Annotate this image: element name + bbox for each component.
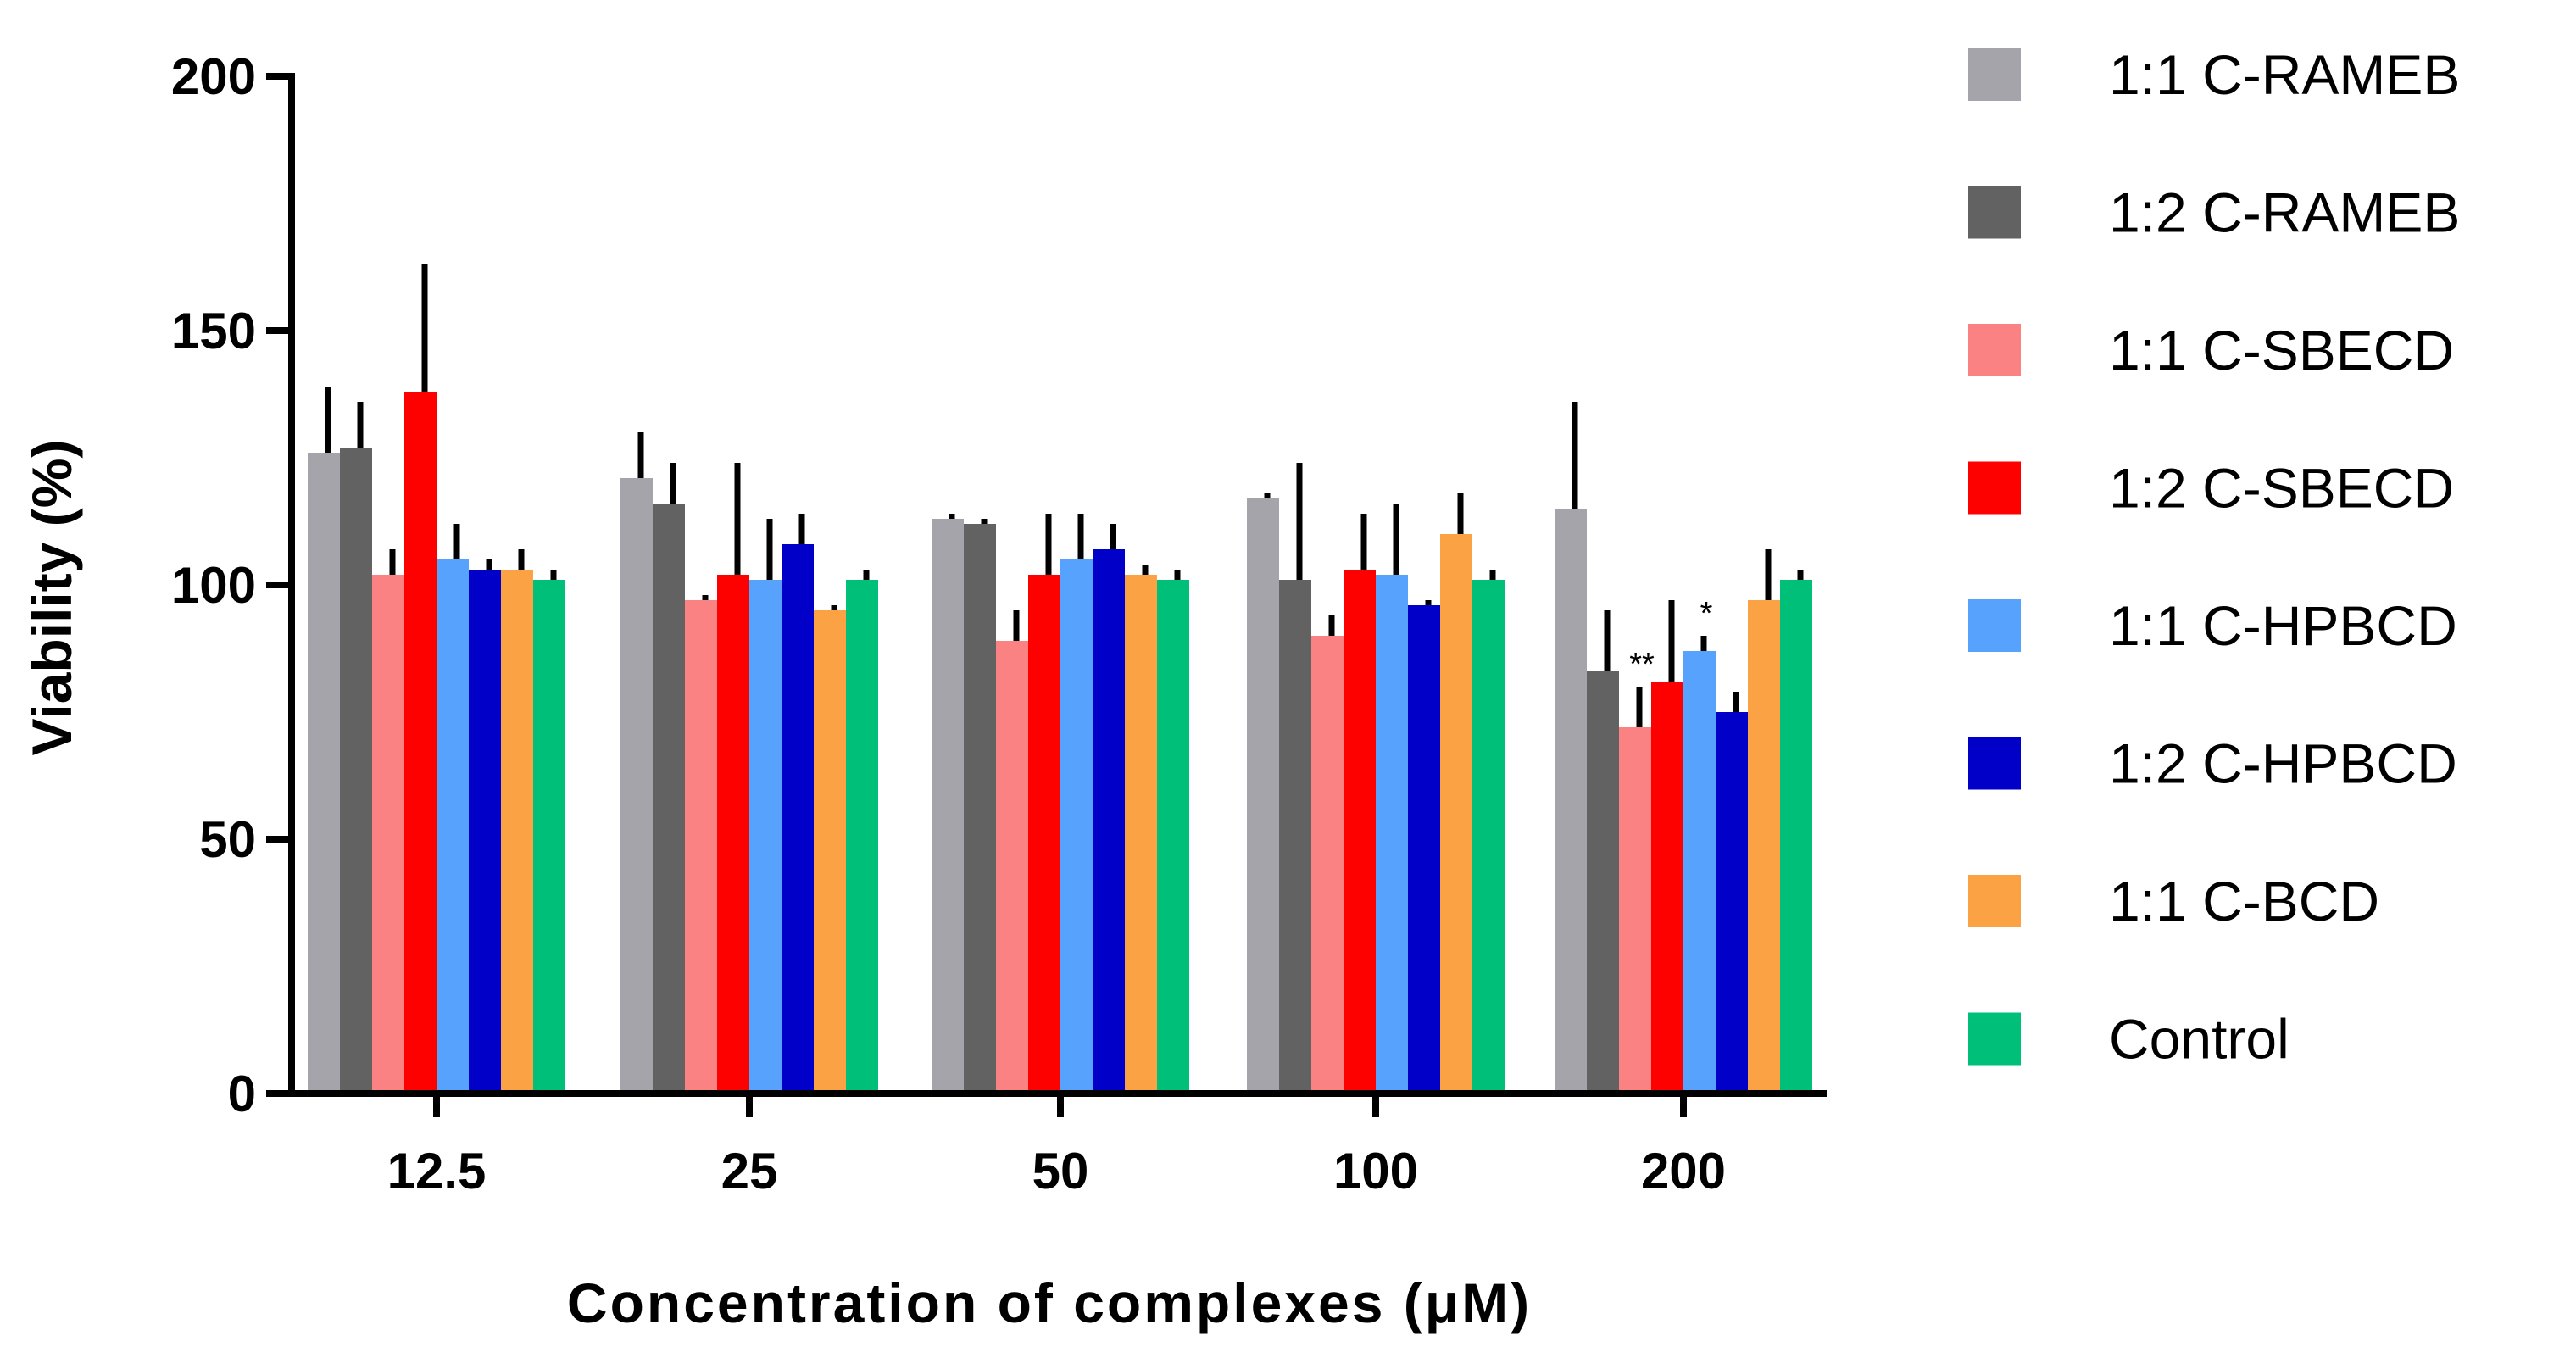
legend-label: 1:1 C-BCD	[2109, 870, 2379, 932]
legend-label: 1:1 C-SBECD	[2109, 319, 2454, 381]
bar-1-1-c-rameb-12.5	[308, 453, 340, 1094]
bar-1-1-c-sbecd-100	[1311, 636, 1344, 1094]
bar-1-1-c-bcd-25	[814, 610, 846, 1094]
bar-1-1-c-rameb-50	[932, 519, 964, 1094]
bar-1-2-c-sbecd-50	[1028, 575, 1060, 1094]
legend-label: 1:1 C-RAMEB	[2109, 43, 2460, 106]
legend-label: 1:1 C-HPBCD	[2109, 594, 2457, 657]
legend-swatch	[1968, 324, 2021, 376]
bar-control-25	[846, 580, 878, 1094]
bar-1-1-c-bcd-100	[1440, 534, 1472, 1094]
bar-1-2-c-rameb-200	[1587, 671, 1619, 1094]
legend-label: Control	[2109, 1008, 2289, 1071]
bar-1-2-c-hpbcd-12.5	[469, 570, 501, 1094]
plot-area: ***	[308, 264, 1812, 1094]
bar-1-1-c-rameb-200	[1555, 509, 1587, 1094]
bar-1-2-c-sbecd-12.5	[404, 392, 437, 1094]
bar-1-2-c-hpbcd-100	[1408, 605, 1440, 1094]
bar-control-12.5	[533, 580, 565, 1094]
bar-1-1-c-sbecd-200	[1619, 727, 1651, 1094]
bar-1-1-c-sbecd-25	[685, 600, 717, 1094]
bar-1-1-c-hpbcd-12.5	[437, 559, 469, 1094]
bar-1-1-c-hpbcd-50	[1060, 559, 1093, 1094]
legend-swatch	[1968, 48, 2021, 101]
y-tick-label: 0	[228, 1066, 256, 1122]
x-axis-title: Concentration of complexes (μM)	[567, 1272, 1532, 1334]
bar-1-1-c-hpbcd-100	[1376, 575, 1408, 1094]
legend-swatch	[1968, 186, 2021, 239]
legend-label: 1:2 C-RAMEB	[2109, 181, 2460, 244]
bar-control-100	[1472, 580, 1505, 1094]
x-tick-label: 12.5	[387, 1143, 487, 1199]
legend: 1:1 C-RAMEB 1:2 C-RAMEB 1:1 C-SBECD 1:2 C-S…	[1968, 43, 2460, 1071]
bar-1-2-c-hpbcd-25	[782, 544, 814, 1094]
significance-annotation: *	[1700, 596, 1713, 632]
legend-swatch	[1968, 461, 2021, 515]
y-tick-label: 100	[171, 557, 256, 614]
x-tick-label: 25	[721, 1143, 778, 1199]
y-axis-title: Viability (%)	[20, 440, 83, 756]
bar-1-2-c-sbecd-25	[717, 575, 749, 1094]
bar-1-1-c-sbecd-12.5	[372, 575, 404, 1094]
bar-control-200	[1780, 580, 1812, 1094]
bar-1-2-c-hpbcd-200	[1716, 712, 1748, 1094]
bar-control-50	[1157, 580, 1189, 1094]
significance-annotation: **	[1629, 647, 1655, 682]
y-tick-label: 200	[171, 48, 256, 105]
bar-1-1-c-hpbcd-25	[749, 580, 782, 1094]
legend-label: 1:2 C-SBECD	[2109, 457, 2454, 520]
bar-1-1-c-rameb-100	[1247, 498, 1279, 1094]
bar-1-1-c-bcd-12.5	[501, 570, 533, 1094]
bar-1-2-c-sbecd-100	[1344, 570, 1376, 1094]
bar-1-1-c-bcd-200	[1748, 600, 1780, 1094]
y-tick-label: 50	[199, 811, 256, 868]
bar-1-2-c-hpbcd-50	[1093, 549, 1125, 1094]
x-tick-label: 200	[1641, 1143, 1726, 1199]
y-tick-label: 150	[171, 303, 256, 359]
bar-1-2-c-rameb-50	[964, 524, 996, 1094]
bar-1-1-c-hpbcd-200	[1683, 651, 1716, 1094]
x-tick-label: 100	[1333, 1143, 1418, 1199]
legend-swatch	[1968, 599, 2021, 652]
bar-1-1-c-bcd-50	[1125, 575, 1157, 1094]
bar-1-1-c-rameb-25	[620, 478, 653, 1094]
bar-1-2-c-rameb-12.5	[340, 448, 372, 1094]
x-tick-label: 50	[1032, 1143, 1089, 1199]
bar-1-2-c-rameb-100	[1279, 580, 1311, 1094]
legend-swatch	[1968, 737, 2021, 790]
bar-1-2-c-rameb-25	[653, 504, 685, 1094]
axes: 0 50 100 150 200 12.5 25 50 100 200	[171, 48, 1827, 1199]
bar-1-1-c-sbecd-50	[996, 641, 1028, 1094]
legend-swatch	[1968, 1012, 2021, 1066]
bar-1-2-c-sbecd-200	[1651, 682, 1683, 1094]
legend-label: 1:2 C-HPBCD	[2109, 732, 2457, 795]
legend-swatch	[1968, 875, 2021, 927]
